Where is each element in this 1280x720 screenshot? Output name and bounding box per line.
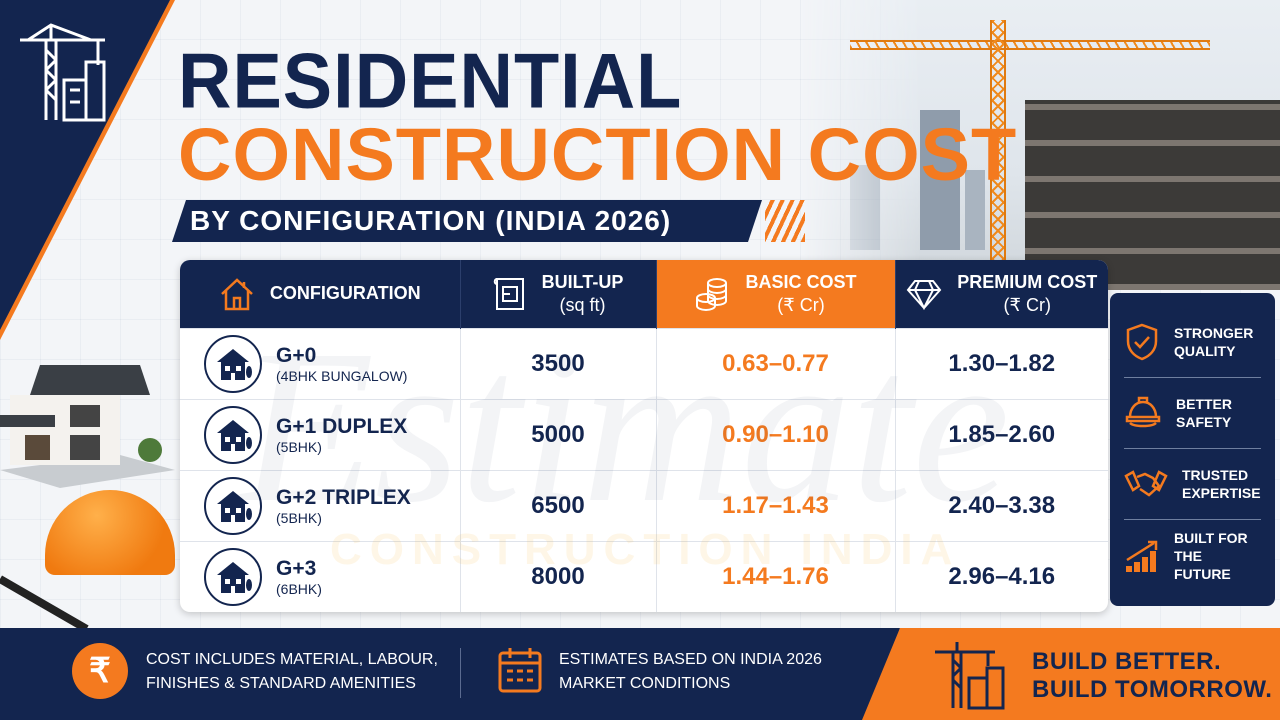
shield-check-icon	[1126, 323, 1158, 361]
config-name: G+0	[276, 343, 317, 367]
cell-premium-cost: 1.30–1.82	[895, 327, 1108, 399]
growth-chart-icon	[1126, 540, 1158, 572]
coins-icon	[696, 277, 728, 311]
header-label: PREMIUM COST	[957, 271, 1098, 292]
note-line: MARKET CONDITIONS	[559, 675, 731, 692]
config-type: (5BHK)	[276, 509, 322, 526]
decorative-stripes	[765, 200, 805, 242]
feature-label: THE FUTURE	[1174, 547, 1231, 582]
title-line-2: CONSTRUCTION COST	[178, 113, 1018, 196]
cell-configuration: G+0 (4BHK BUNGALOW)	[180, 327, 461, 399]
feature-label: SAFETY	[1176, 414, 1232, 430]
header-unit: (₹ Cr)	[777, 294, 825, 315]
note-line: COST INCLUDES MATERIAL, LABOUR,	[146, 651, 438, 668]
header-label: CONFIGURATION	[269, 283, 421, 304]
cell-configuration: G+3 (6BHK)	[180, 540, 461, 612]
config-type: (5BHK)	[276, 438, 322, 455]
feature-item: TRUSTED EXPERTISE	[1124, 449, 1261, 520]
config-name: G+2 TRIPLEX	[276, 485, 411, 509]
house-icon	[204, 405, 262, 464]
column-header-builtup: BUILT-UP (sq ft)	[460, 260, 657, 328]
footer-tagline-panel	[862, 628, 1280, 720]
tagline-line: BUILD BETTER.	[1032, 648, 1222, 675]
diamond-icon	[906, 279, 942, 310]
table-row: G+0 (4BHK BUNGALOW) 3500 0.63–0.77 1.30–1…	[180, 327, 1108, 399]
cost-table: CONFIGURATION BUILT-UP (sq ft) BASIC COST…	[180, 260, 1108, 612]
config-type: (4BHK BUNGALOW)	[276, 367, 408, 384]
features-panel: STRONGER QUALITY BETTER SAFETY TRUSTED EXPE…	[1110, 293, 1275, 606]
title-line-1: RESIDENTIAL	[178, 36, 683, 125]
watermark-caption: CONSTRUCTION INDIA	[330, 525, 961, 574]
footer-note-cost: COST INCLUDES MATERIAL, LABOUR, FINISHES …	[146, 648, 438, 696]
cell-builtup: 5000	[460, 398, 657, 470]
handshake-icon	[1124, 470, 1168, 497]
feature-label: QUALITY	[1174, 343, 1236, 359]
crane-building-icon	[935, 642, 1005, 710]
house-icon	[221, 278, 253, 310]
column-header-premium-cost: PREMIUM COST (₹ Cr)	[895, 260, 1108, 328]
config-type: (6BHK)	[276, 580, 322, 597]
crane-jib	[850, 40, 1210, 50]
footer-divider	[460, 648, 461, 698]
subtitle-banner: BY CONFIGURATION (INDIA 2026)	[172, 200, 762, 242]
feature-label: STRONGER	[1174, 325, 1254, 341]
hard-hat-icon	[1125, 396, 1161, 428]
tagline-line: BUILD TOMORROW.	[1032, 676, 1273, 703]
cell-basic-cost: 1.44–1.76	[656, 540, 896, 612]
header-unit: (sq ft)	[559, 294, 606, 315]
header-unit: (₹ Cr)	[1003, 294, 1051, 315]
header-label: BUILT-UP	[541, 271, 624, 292]
feature-item: BETTER SAFETY	[1124, 378, 1261, 449]
table-header-row: CONFIGURATION BUILT-UP (sq ft) BASIC COST…	[180, 260, 1108, 328]
table-row: G+1 DUPLEX (5BHK) 5000 0.90–1.10 1.85–2.6…	[180, 398, 1108, 470]
config-name: G+3	[276, 556, 317, 580]
cell-premium-cost: 2.96–4.16	[895, 540, 1108, 612]
blueprint-icon	[493, 277, 524, 310]
footer-note-estimates: ESTIMATES BASED ON INDIA 2026 MARKET COND…	[559, 648, 822, 696]
footer-bar	[0, 628, 900, 720]
column-header-configuration: CONFIGURATION	[180, 260, 461, 328]
house-icon	[204, 476, 262, 535]
cell-configuration: G+2 TRIPLEX (5BHK)	[180, 469, 461, 541]
house-model-image	[0, 365, 175, 488]
table-row: G+2 TRIPLEX (5BHK) 6500 1.17–1.43 2.40–3.…	[180, 469, 1108, 541]
cell-basic-cost: 0.63–0.77	[656, 327, 896, 399]
feature-label: TRUSTED	[1182, 467, 1249, 483]
note-line: FINISHES & STANDARD AMENITIES	[146, 675, 416, 692]
note-line: ESTIMATES BASED ON INDIA 2026	[559, 651, 822, 668]
building-under-construction	[1025, 100, 1280, 290]
crane-building-logo-icon	[20, 23, 106, 122]
tagline: BUILD BETTER. BUILD TOMORROW.	[1032, 648, 1272, 704]
table-row: G+3 (6BHK) 8000 1.44–1.76 2.96–4.16	[180, 540, 1108, 612]
cell-builtup: 8000	[460, 540, 657, 612]
feature-item: BUILT FOR THE FUTURE	[1124, 520, 1261, 591]
column-header-basic-cost: BASIC COST (₹ Cr)	[656, 260, 896, 328]
cell-basic-cost: 0.90–1.10	[656, 398, 896, 470]
house-icon	[204, 334, 262, 393]
feature-label: BETTER	[1176, 396, 1232, 412]
rupee-icon: ₹	[72, 643, 128, 699]
cell-builtup: 3500	[460, 327, 657, 399]
header-label: BASIC COST	[745, 271, 857, 292]
config-name: G+1 DUPLEX	[276, 414, 408, 438]
cell-basic-cost: 1.17–1.43	[656, 469, 896, 541]
cell-builtup: 6500	[460, 469, 657, 541]
cell-premium-cost: 2.40–3.38	[895, 469, 1108, 541]
calendar-icon	[498, 648, 542, 693]
feature-label: EXPERTISE	[1182, 485, 1261, 501]
cell-configuration: G+1 DUPLEX (5BHK)	[180, 398, 461, 470]
cell-premium-cost: 1.85–2.60	[895, 398, 1108, 470]
feature-label: BUILT FOR	[1174, 529, 1248, 546]
crane-mast	[990, 20, 1006, 260]
house-icon	[204, 547, 262, 606]
feature-item: STRONGER QUALITY	[1124, 307, 1261, 378]
